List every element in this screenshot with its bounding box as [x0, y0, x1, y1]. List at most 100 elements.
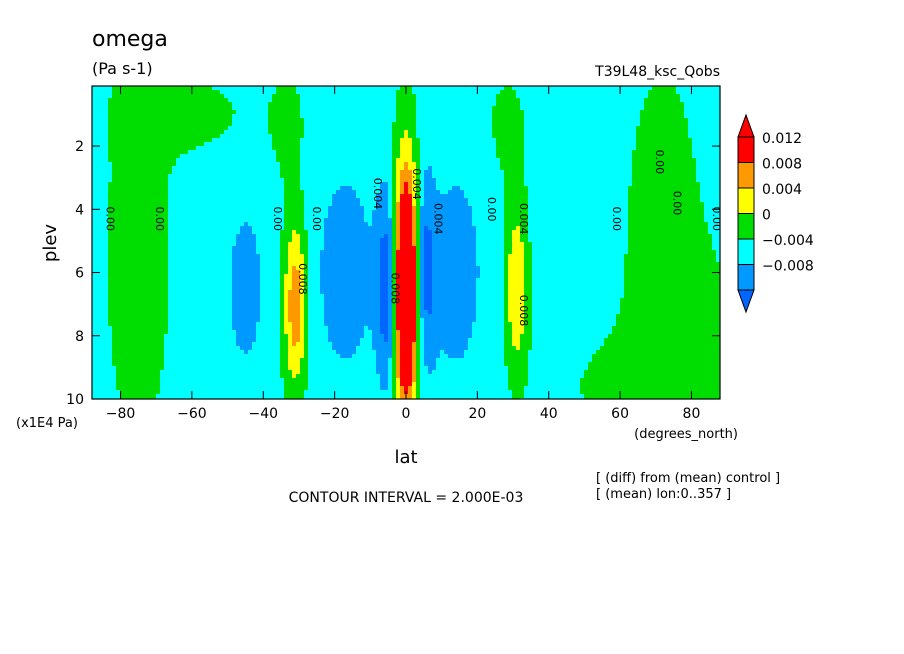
contour-cell [100, 94, 105, 99]
contour-cell [104, 394, 109, 399]
contour-cell [240, 366, 245, 371]
contour-cell [336, 194, 341, 199]
contour-cell [204, 226, 209, 231]
contour-cell [268, 326, 273, 331]
contour-cell [328, 350, 333, 355]
contour-cell [196, 366, 201, 371]
contour-cell [176, 90, 181, 95]
contour-cell [128, 266, 133, 271]
contour-cell [224, 266, 229, 271]
contour-cell [172, 186, 177, 191]
contour-cell [332, 114, 337, 119]
contour-cell [240, 138, 245, 143]
contour-cell [256, 226, 261, 231]
contour-cell [264, 242, 269, 247]
contour-cell [304, 286, 309, 291]
contour-cell [336, 274, 341, 279]
contour-cell [144, 282, 149, 287]
contour-cell [184, 246, 189, 251]
contour-cell [328, 190, 333, 195]
contour-cell [312, 262, 317, 267]
contour-cell [224, 250, 229, 255]
contour-cell [108, 98, 113, 103]
contour-cell [284, 314, 289, 319]
contour-cell [264, 278, 269, 283]
contour-cell [148, 366, 153, 371]
contour-cell [128, 302, 133, 307]
contour-cell [220, 366, 225, 371]
contour-cell [160, 114, 165, 119]
contour-cell [292, 138, 297, 143]
contour-cell [116, 346, 121, 351]
contour-cell [244, 322, 249, 327]
contour-cell [304, 358, 309, 363]
contour-cell [132, 318, 137, 323]
contour-cell [140, 146, 145, 151]
contour-cell [192, 186, 197, 191]
contour-cell [128, 190, 133, 195]
contour-cell [132, 330, 137, 335]
contour-cell [208, 342, 213, 347]
contour-cell [128, 210, 133, 215]
contour-cell [92, 86, 97, 91]
contour-cell [312, 114, 317, 119]
contour-cell [108, 350, 113, 355]
contour-cell [164, 118, 169, 123]
contour-cell [280, 302, 285, 307]
contour-cell [108, 254, 113, 259]
contour-cell [336, 326, 341, 331]
contour-cell [316, 278, 321, 283]
contour-cell [296, 142, 301, 147]
contour-cell [324, 134, 329, 139]
contour-cell [284, 218, 289, 223]
contour-cell [96, 198, 101, 203]
contour-cell [92, 114, 97, 119]
contour-cell [188, 138, 193, 143]
contour-cell [204, 170, 209, 175]
contour-cell [96, 190, 101, 195]
contour-cell [132, 246, 137, 251]
contour-cell [128, 258, 133, 263]
contour-cell [304, 130, 309, 135]
contour-cell [104, 354, 109, 359]
contour-cell [156, 226, 161, 231]
contour-cell [184, 134, 189, 139]
contour-cell [312, 306, 317, 311]
contour-cell [300, 218, 305, 223]
contour-cell [164, 102, 169, 107]
contour-cell [196, 362, 201, 367]
contour-cell [216, 130, 221, 135]
contour-cell [208, 126, 213, 131]
contour-cell [148, 358, 153, 363]
contour-cell [312, 198, 317, 203]
contour-cell [144, 186, 149, 191]
contour-cell [112, 126, 117, 131]
contour-cell [272, 134, 277, 139]
contour-cell [336, 122, 341, 127]
contour-cell [152, 114, 157, 119]
contour-cell [284, 230, 289, 235]
contour-cell [124, 158, 129, 163]
contour-cell [152, 242, 157, 247]
contour-cell [140, 90, 145, 95]
contour-cell [260, 194, 265, 199]
contour-cell [136, 126, 141, 131]
contour-cell [108, 298, 113, 303]
contour-cell [128, 138, 133, 143]
contour-cell [140, 102, 145, 107]
contour-cell [176, 202, 181, 207]
contour-cell [324, 306, 329, 311]
contour-cell [300, 358, 305, 363]
contour-cell [204, 330, 209, 335]
contour-cell [216, 158, 221, 163]
contour-cell [204, 194, 209, 199]
contour-cell [224, 94, 229, 99]
contour-cell [212, 174, 217, 179]
contour-cell [152, 130, 157, 135]
contour-cell [292, 242, 297, 247]
contour-cell [256, 318, 261, 323]
contour-cell [96, 130, 101, 135]
contour-cell [316, 310, 321, 315]
contour-cell [204, 254, 209, 259]
contour-cell [120, 170, 125, 175]
